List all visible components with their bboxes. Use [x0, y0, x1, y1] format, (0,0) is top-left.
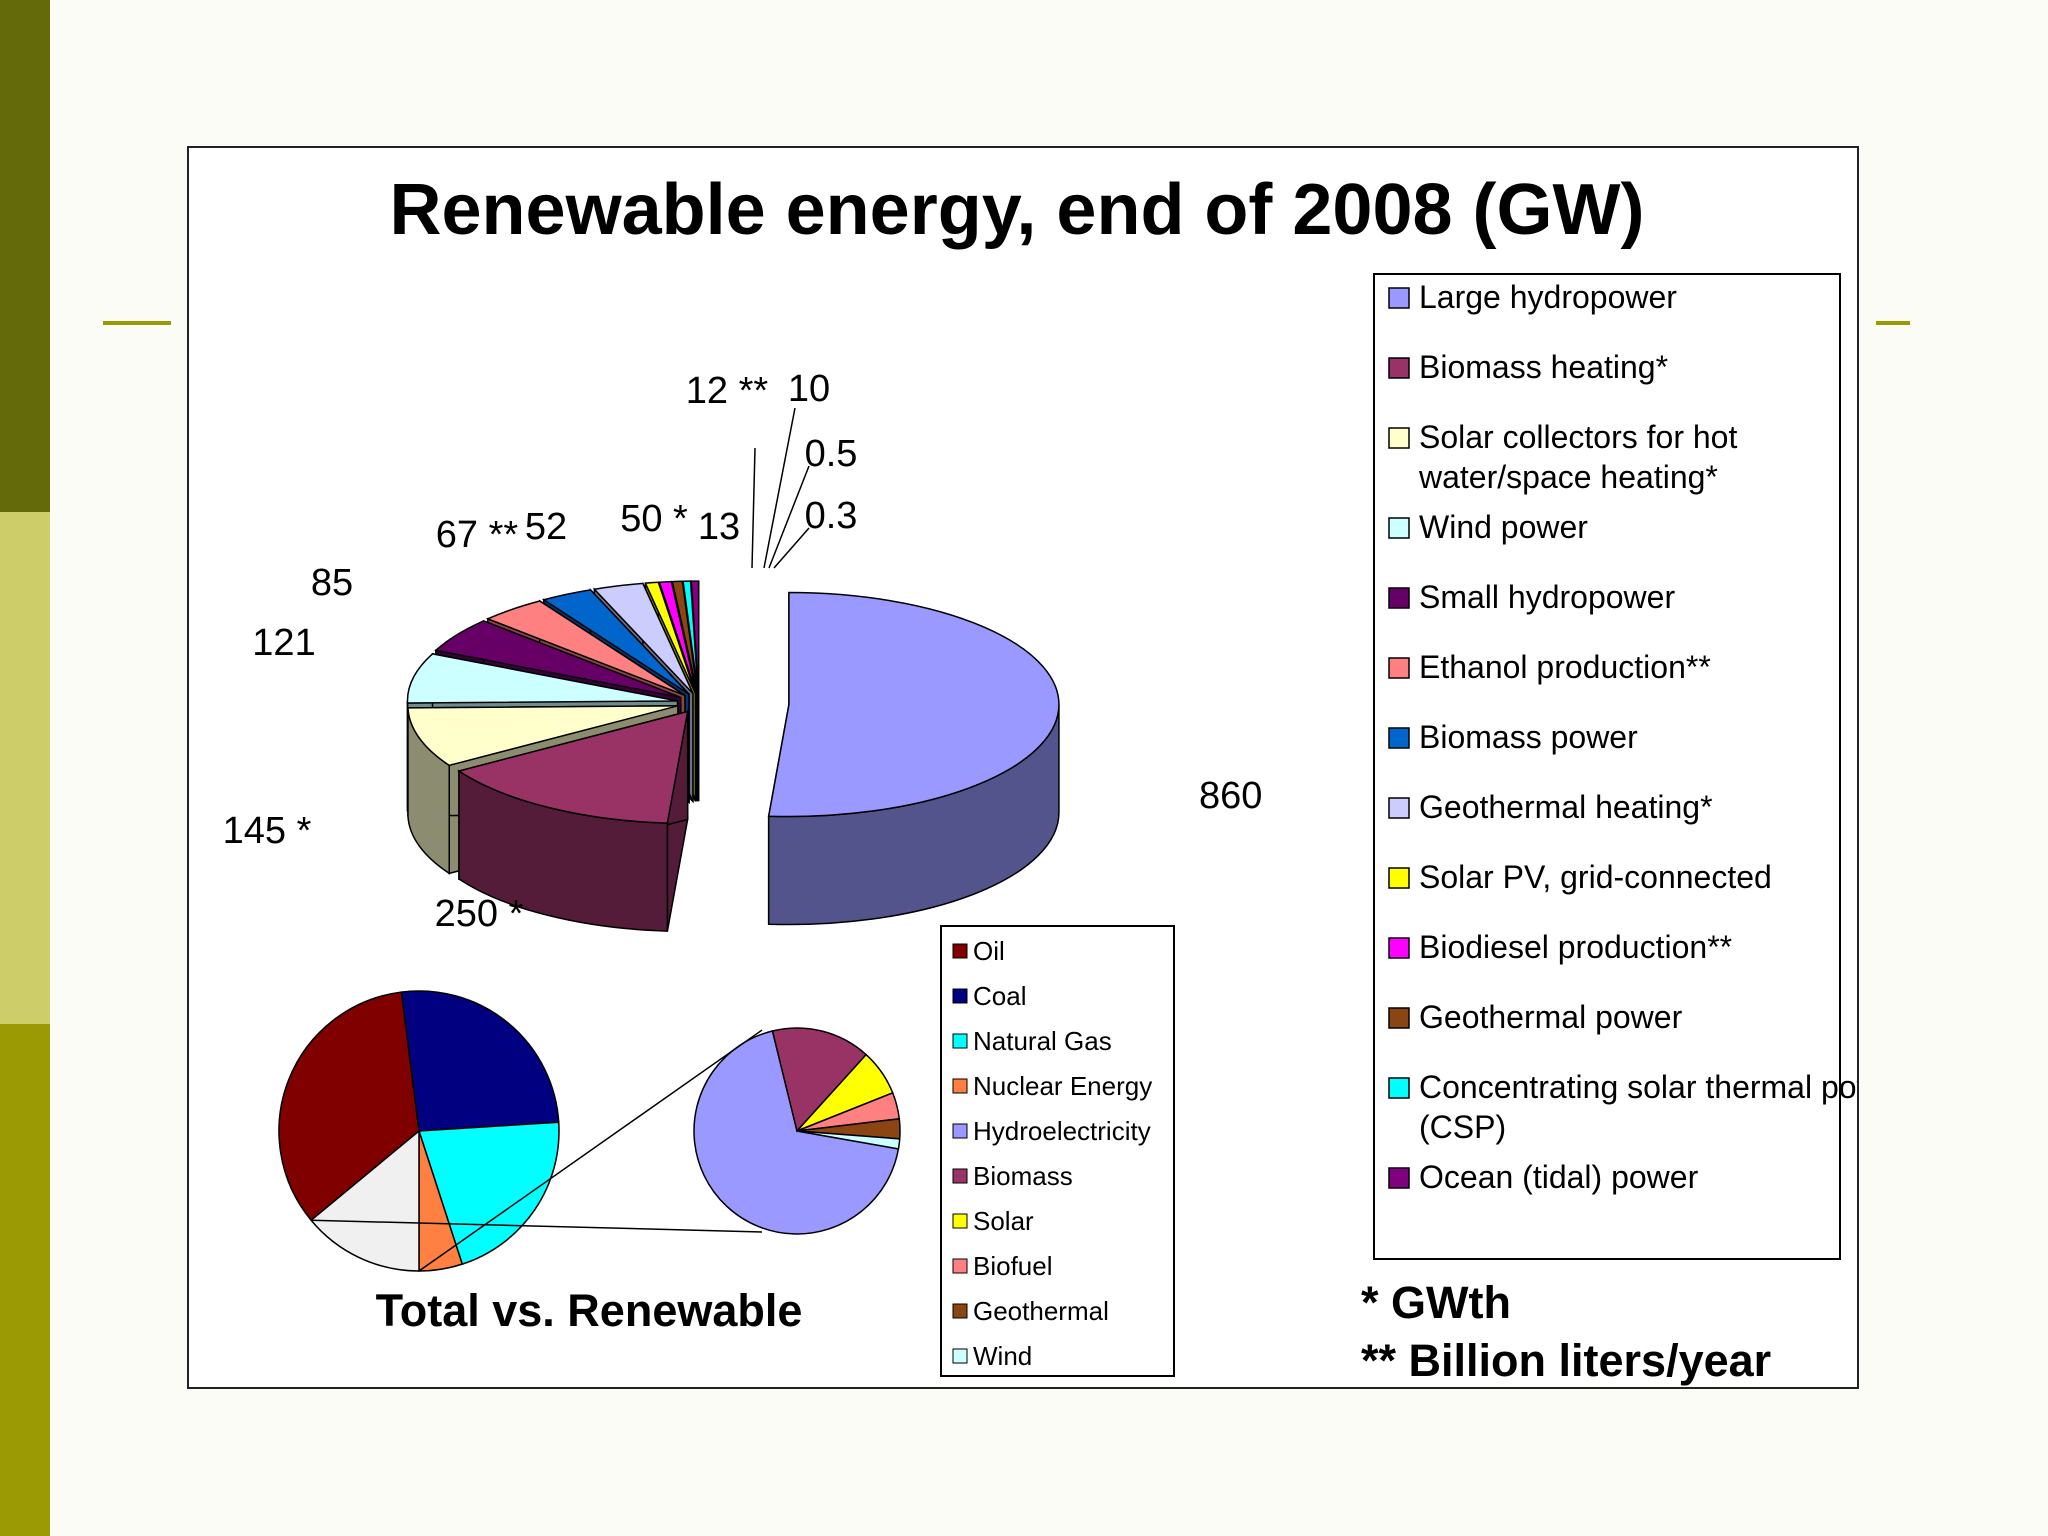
data-label-biomass-power: 52 — [525, 506, 567, 548]
legend-item-solar: Solar — [952, 1206, 1034, 1236]
accent-bar-middle — [0, 512, 50, 1024]
slice-renewable — [310, 1129, 420, 1272]
svg-text:Nuclear Energy: Nuclear Energy — [973, 1071, 1152, 1101]
legend-item-coal: Coal — [952, 981, 1026, 1011]
accent-bar-bottom — [0, 1024, 50, 1536]
svg-text:Geothermal heating*: Geothermal heating* — [1419, 789, 1713, 825]
legend-item-ethanol-production: Ethanol production** — [1388, 649, 1711, 685]
data-label-ocean-tidal-power: 0.3 — [805, 495, 858, 537]
total-legend: Oil Coal Natural Gas Nuclear Energy Hydroele… — [940, 925, 1175, 1377]
title-rule-right — [1876, 321, 1910, 325]
legend-item-concentrating-solar-thermal-power-csp: Concentrating solar thermal power(CSP) — [1388, 1069, 1908, 1145]
slice-coal — [400, 990, 560, 1132]
svg-text:Oil: Oil — [973, 936, 1005, 966]
legend-item-natural-gas: Natural Gas — [952, 1026, 1112, 1056]
data-label-biodiesel-production: 12 ** — [686, 370, 769, 412]
total-pie — [278, 990, 560, 1272]
svg-text:Small hydropower: Small hydropower — [1419, 579, 1675, 615]
slice-natural-gas — [417, 1121, 560, 1266]
data-label-wind-power: 121 — [252, 622, 315, 664]
leader-line — [773, 527, 810, 569]
svg-text:Wind power: Wind power — [1419, 509, 1588, 545]
footnote-gwth: * GWth — [1361, 1277, 1511, 1328]
legend-item-wind: Wind — [952, 1341, 1032, 1371]
legend-item-oil: Oil — [952, 936, 1005, 966]
legend-item-solar-pv-grid-connected: Solar PV, grid-connected — [1388, 859, 1772, 895]
renewable-pie-labels: 860 250 * 145 * 121 85 67 ** 52 50 * 13 12 ** 10 0.… — [223, 368, 1263, 935]
renewable-legend: Large hydropower Biomass heating* Solar co… — [1373, 273, 1908, 1260]
svg-text:Coal: Coal — [973, 981, 1026, 1011]
legend-item-geothermal-heating: Geothermal heating* — [1388, 789, 1713, 825]
leader-line — [751, 447, 756, 569]
leader-line — [768, 465, 810, 569]
slice-wind — [796, 1130, 901, 1150]
renewable-pie-3d — [406, 580, 1060, 932]
chart-title: Renewable energy, end of 2008 (GW) — [390, 170, 1645, 250]
svg-text:Biomass: Biomass — [973, 1161, 1073, 1191]
data-label-solar-pv-grid-connected: 13 — [698, 506, 740, 548]
svg-text:Biofuel: Biofuel — [973, 1251, 1053, 1281]
renewable-breakdown-pie — [311, 1027, 901, 1272]
chart-image: Renewable energy, end of 2008 (GW) 860 25… — [187, 146, 1909, 1389]
footnotes: * GWth ** Billion liters/year — [1361, 1277, 1771, 1386]
data-label-small-hydropower: 85 — [311, 562, 353, 604]
svg-text:Large hydropower: Large hydropower — [1419, 279, 1677, 315]
svg-text:Geothermal: Geothermal — [973, 1296, 1109, 1326]
data-label-biomass-heating: 250 * — [435, 893, 524, 935]
data-label-geothermal-power: 10 — [788, 368, 830, 410]
data-label-geothermal-heating: 50 * — [620, 498, 688, 540]
renewable-energy-figure: Renewable energy, end of 2008 (GW) 860 25… — [223, 170, 1909, 1386]
data-label-solar-collectors-for-hot-water-space-heating: 145 * — [223, 810, 312, 852]
svg-text:Biomass heating*: Biomass heating* — [1419, 349, 1668, 385]
svg-text:Ethanol production**: Ethanol production** — [1419, 649, 1711, 685]
legend-item-geothermal-power: Geothermal power — [1388, 999, 1683, 1035]
legend-box — [1373, 273, 1841, 1260]
accent-bar-top — [0, 0, 50, 512]
legend-item-biomass-power: Biomass power — [1388, 719, 1638, 755]
svg-text:Hydroelectricity: Hydroelectricity — [973, 1116, 1151, 1146]
slice-hydroelectricity — [693, 1030, 900, 1235]
slice-oil — [278, 991, 420, 1222]
data-label-large-hydropower: 860 — [1199, 775, 1262, 817]
data-label-ethanol-production: 67 ** — [436, 514, 519, 556]
svg-text:Biomass power: Biomass power — [1419, 719, 1638, 755]
slice-biomass-heating — [457, 710, 689, 932]
legend-item-large-hydropower: Large hydropower — [1388, 279, 1677, 315]
legend-item-biomass: Biomass — [952, 1161, 1073, 1191]
legend-item-geothermal: Geothermal — [952, 1296, 1109, 1326]
footnote-billion-liters: ** Billion liters/year — [1361, 1335, 1771, 1386]
title-rule-left — [103, 321, 171, 325]
svg-text:Solar PV, grid-connected: Solar PV, grid-connected — [1419, 859, 1772, 895]
svg-text:Natural Gas: Natural Gas — [973, 1026, 1112, 1056]
connector-line — [311, 1219, 763, 1233]
legend-item-solar-collectors-for-hot-water-space-heating: Solar collectors for hot water/space heat… — [1388, 419, 1737, 495]
leader-line — [763, 407, 796, 569]
slice-large-hydropower — [767, 591, 1060, 926]
svg-text:Geothermal power: Geothermal power — [1419, 999, 1683, 1035]
legend-item-biofuel: Biofuel — [952, 1251, 1053, 1281]
legend-item-biodiesel-production: Biodiesel production** — [1388, 929, 1732, 965]
svg-text:Wind: Wind — [973, 1341, 1032, 1371]
legend-item-biomass-heating: Biomass heating* — [1388, 349, 1668, 385]
slice-biomass — [771, 1027, 868, 1133]
svg-text:Solar: Solar — [973, 1206, 1034, 1236]
svg-text:Biodiesel production**: Biodiesel production** — [1419, 929, 1732, 965]
total-vs-renewable-title: Total vs. Renewable — [376, 1285, 803, 1336]
legend-box — [940, 925, 1175, 1377]
legend-item-hydroelectricity: Hydroelectricity — [952, 1116, 1151, 1146]
legend-item-ocean-tidal-power: Ocean (tidal) power — [1388, 1159, 1699, 1195]
legend-item-wind-power: Wind power — [1388, 509, 1588, 545]
svg-text:Concentrating solar thermal po: Concentrating solar thermal power(CSP) — [1419, 1069, 1857, 1145]
connector-line — [418, 1029, 763, 1272]
legend-item-small-hydropower: Small hydropower — [1388, 579, 1675, 615]
data-label-concentrating-solar-thermal-power-csp: 0.5 — [805, 433, 858, 475]
legend-item-nuclear-energy: Nuclear Energy — [952, 1071, 1152, 1101]
svg-text:Ocean (tidal) power: Ocean (tidal) power — [1419, 1159, 1699, 1195]
